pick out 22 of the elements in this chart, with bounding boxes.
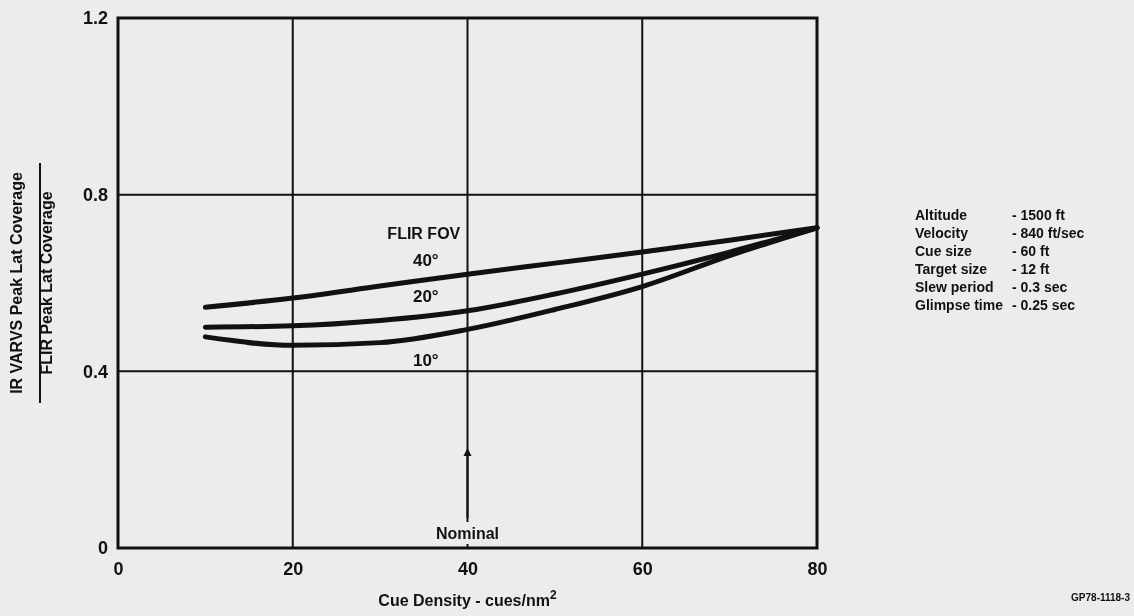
text: Slew period - 0.3 sec [915, 279, 1068, 295]
series-label: 40° [412, 251, 439, 271]
text: Glimpse time - 0.25 sec [915, 297, 1076, 313]
series-label: 10° [412, 351, 439, 370]
x-tick-label: 60 [632, 558, 653, 579]
text: Target size - 12 ft [915, 261, 1050, 277]
text: Velocity - 840 ft/sec [915, 225, 1085, 241]
y-tick-label: 0.4 [82, 361, 108, 382]
text: GP78-1118-3 [1071, 592, 1131, 603]
text: Cue size - 60 ft [915, 243, 1050, 259]
annotation: Nominal [435, 525, 500, 542]
y-tick-label: 1.2 [82, 8, 108, 29]
x-tick-label: 80 [807, 558, 828, 579]
x-tick-label: 0 [113, 558, 124, 579]
series-label: 20° [412, 286, 439, 306]
x-tick-label: 20 [283, 558, 304, 579]
text: Altitude - 1500 ft [915, 207, 1065, 223]
x-tick-label: 40 [457, 558, 479, 579]
annotation: FLIR FOV [387, 224, 461, 242]
y-tick-label: 0 [97, 538, 108, 559]
y-tick-label: 0.8 [82, 184, 108, 205]
x-axis-title: Cue Density - cues/nm$^{2}$ [378, 588, 557, 609]
